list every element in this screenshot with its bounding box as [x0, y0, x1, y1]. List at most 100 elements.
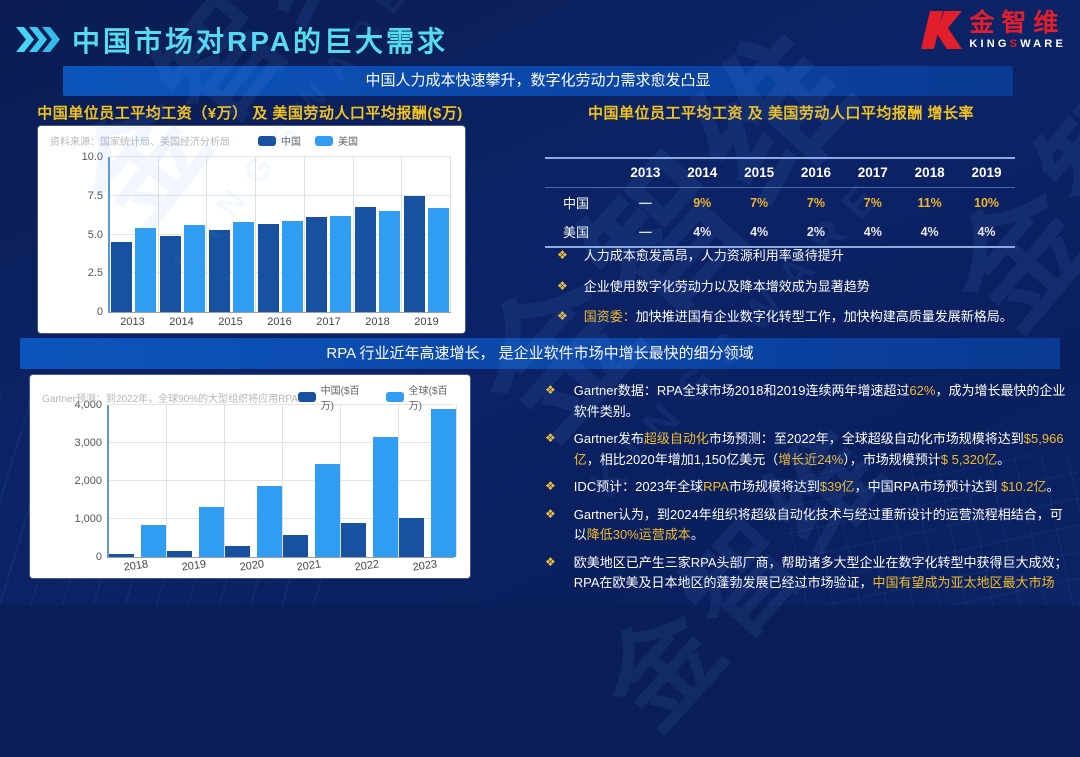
- bar-group: [109, 405, 167, 557]
- x-tick-label: 2015: [218, 316, 243, 328]
- bar: [184, 225, 206, 312]
- table-cell: 11%: [917, 195, 942, 210]
- table-year-header: 2014: [673, 158, 731, 188]
- bullet-item: ❖ 企业使用数字化劳动力以及降本增效成为显著趋势: [557, 277, 1062, 298]
- table-cell: 7%: [750, 195, 769, 210]
- table-year-header: 2019: [958, 158, 1015, 188]
- bar: [141, 525, 166, 557]
- bar: [403, 195, 425, 312]
- diamond-bullet-icon: ❖: [545, 383, 556, 397]
- bullet-item: ❖ 国资委：加快推进国有企业数字化转型工作，加快构建高质量发展新格局。: [557, 307, 1062, 328]
- bar-group: [283, 405, 341, 557]
- diamond-bullet-icon: ❖: [557, 248, 568, 262]
- table-cell: —: [639, 195, 652, 210]
- legend-label: 中国($百万): [320, 386, 360, 412]
- table-row-label: 美国: [563, 225, 590, 240]
- table-cell: 9%: [693, 195, 712, 210]
- table-header-row: 2013 2014 2015 2016 2017 2018 2019: [545, 158, 1015, 188]
- logo-latin: KINGSWARE: [969, 37, 1066, 50]
- y-tick-label: 2,000: [74, 475, 102, 487]
- x-tick-label: 2021: [296, 558, 323, 574]
- bar-group: [110, 157, 159, 312]
- table-row: 美国 — 4% 4% 2% 4% 4% 4%: [545, 217, 1015, 247]
- bullet-text: Gartner数据：RPA全球市场2018和2019连续两年增速超过62%，成为…: [573, 383, 1066, 419]
- table-cell: 4%: [920, 224, 939, 239]
- bar: [167, 550, 192, 557]
- bar: [283, 534, 308, 557]
- bar: [306, 217, 328, 312]
- top-bullet-list: ❖ 人力成本愈发高昂，人力资源利用率亟待提升 ❖ 企业使用数字化劳动力以及降本增效成为…: [557, 246, 1062, 328]
- y-tick-label: 1,000: [74, 513, 102, 525]
- table-cell: 4%: [693, 224, 712, 239]
- y-tick-label: 3,000: [74, 437, 102, 449]
- bar-group: [167, 405, 225, 557]
- legend-swatch: [297, 392, 316, 402]
- bar-group: [399, 405, 457, 557]
- bar-group: [402, 157, 452, 312]
- bar-group: [256, 157, 305, 312]
- bullet-text: 国资委：加快推进国有企业数字化转型工作，加快构建高质量发展新格局。: [583, 309, 1013, 325]
- legend-swatch: [258, 135, 276, 146]
- gridline: [109, 404, 454, 405]
- rpa-market-chart-card: Gartner预测：到2022年，全球90%的大型组织将应用RPA 中国($百万…: [30, 375, 470, 578]
- logo-k-icon: [921, 11, 963, 49]
- x-tick-label: 2013: [120, 316, 145, 328]
- bullet-item: ❖ Gartner认为，到2024年组织将超级自动化技术与经过重新设计的运营流程相…: [545, 505, 1069, 546]
- gridline: [109, 442, 454, 443]
- chart-legend: 中国 美国: [258, 133, 358, 148]
- y-tick-label: 2.5: [87, 267, 103, 280]
- y-tick-label: 10.0: [81, 151, 103, 163]
- bar: [341, 523, 366, 557]
- bar: [135, 228, 157, 312]
- bullet-text: 人力成本愈发高昂，人力资源利用率亟待提升: [583, 248, 844, 263]
- bullet-text: Gartner发布超级自动化市场预测：至2022年，全球超级自动化市场规模将达到…: [573, 431, 1064, 467]
- legend-label: 中国: [281, 137, 301, 148]
- wage-chart-title: 中国单位员工平均工资（¥万） 及 美国劳动人口平均报酬($万): [37, 105, 463, 122]
- bar: [399, 518, 424, 557]
- x-tick-label: 2017: [316, 316, 341, 328]
- diamond-bullet-icon: ❖: [545, 554, 556, 569]
- x-tick-label: 2019: [414, 316, 439, 328]
- y-tick-label: 0: [96, 306, 103, 318]
- bullet-item: ❖ IDC预计：2023年全球RPA市场规模将达到$39亿，中国RPA市场预计达到…: [545, 477, 1069, 498]
- bar: [160, 236, 182, 312]
- table-corner-cell: [545, 158, 617, 188]
- bar: [427, 208, 449, 312]
- chart-source-note: 资料来源：国家统计局、美国经济分析局: [50, 137, 230, 148]
- bar: [257, 223, 279, 312]
- bar: [315, 464, 340, 557]
- growth-table: 2013 2014 2015 2016 2017 2018 2019 中国 — 9% 7% 7% 7%…: [545, 157, 1015, 248]
- middle-banner: RPA 行业近年高速增长， 是企业软件市场中增长最快的细分领域: [20, 338, 1060, 369]
- bar: [232, 222, 254, 312]
- legend-swatch: [315, 135, 333, 146]
- bullet-item: ❖ 人力成本愈发高昂，人力资源利用率亟待提升: [557, 246, 1062, 267]
- y-tick-label: 4,000: [74, 399, 102, 411]
- page-title: 中国市场对RPA的巨大需求: [72, 26, 449, 57]
- table-year-header: 2018: [901, 158, 959, 188]
- bar-group: [159, 157, 208, 312]
- bullet-text: 企业使用数字化劳动力以及降本增效成为显著趋势: [583, 278, 870, 294]
- bar-group: [341, 405, 399, 557]
- table-cell: —: [639, 224, 652, 239]
- bar: [111, 242, 133, 312]
- gridline: [110, 272, 451, 274]
- table-cell: 4%: [750, 224, 769, 239]
- diamond-bullet-icon: ❖: [545, 479, 556, 494]
- bar: [109, 553, 134, 557]
- table-cell: 2%: [806, 224, 825, 239]
- x-tick-label: 2020: [238, 558, 265, 574]
- bar-group: [354, 157, 403, 312]
- legend-label: 美国: [338, 137, 358, 148]
- bullet-item: ❖ Gartner数据：RPA全球市场2018和2019连续两年增速超过62%，成…: [545, 381, 1069, 422]
- bar: [225, 546, 250, 557]
- gridline: [110, 194, 451, 196]
- legend-item: 中国($百万): [297, 382, 372, 412]
- x-tick-label: 2022: [354, 558, 381, 574]
- bar: [378, 211, 400, 312]
- bar: [199, 506, 224, 557]
- bar: [431, 408, 456, 557]
- table-cell: 4%: [977, 224, 996, 239]
- growth-table-title: 中国单位员工平均工资 及 美国劳动人口平均报酬 增长率: [587, 105, 974, 122]
- bar-group: [305, 157, 354, 312]
